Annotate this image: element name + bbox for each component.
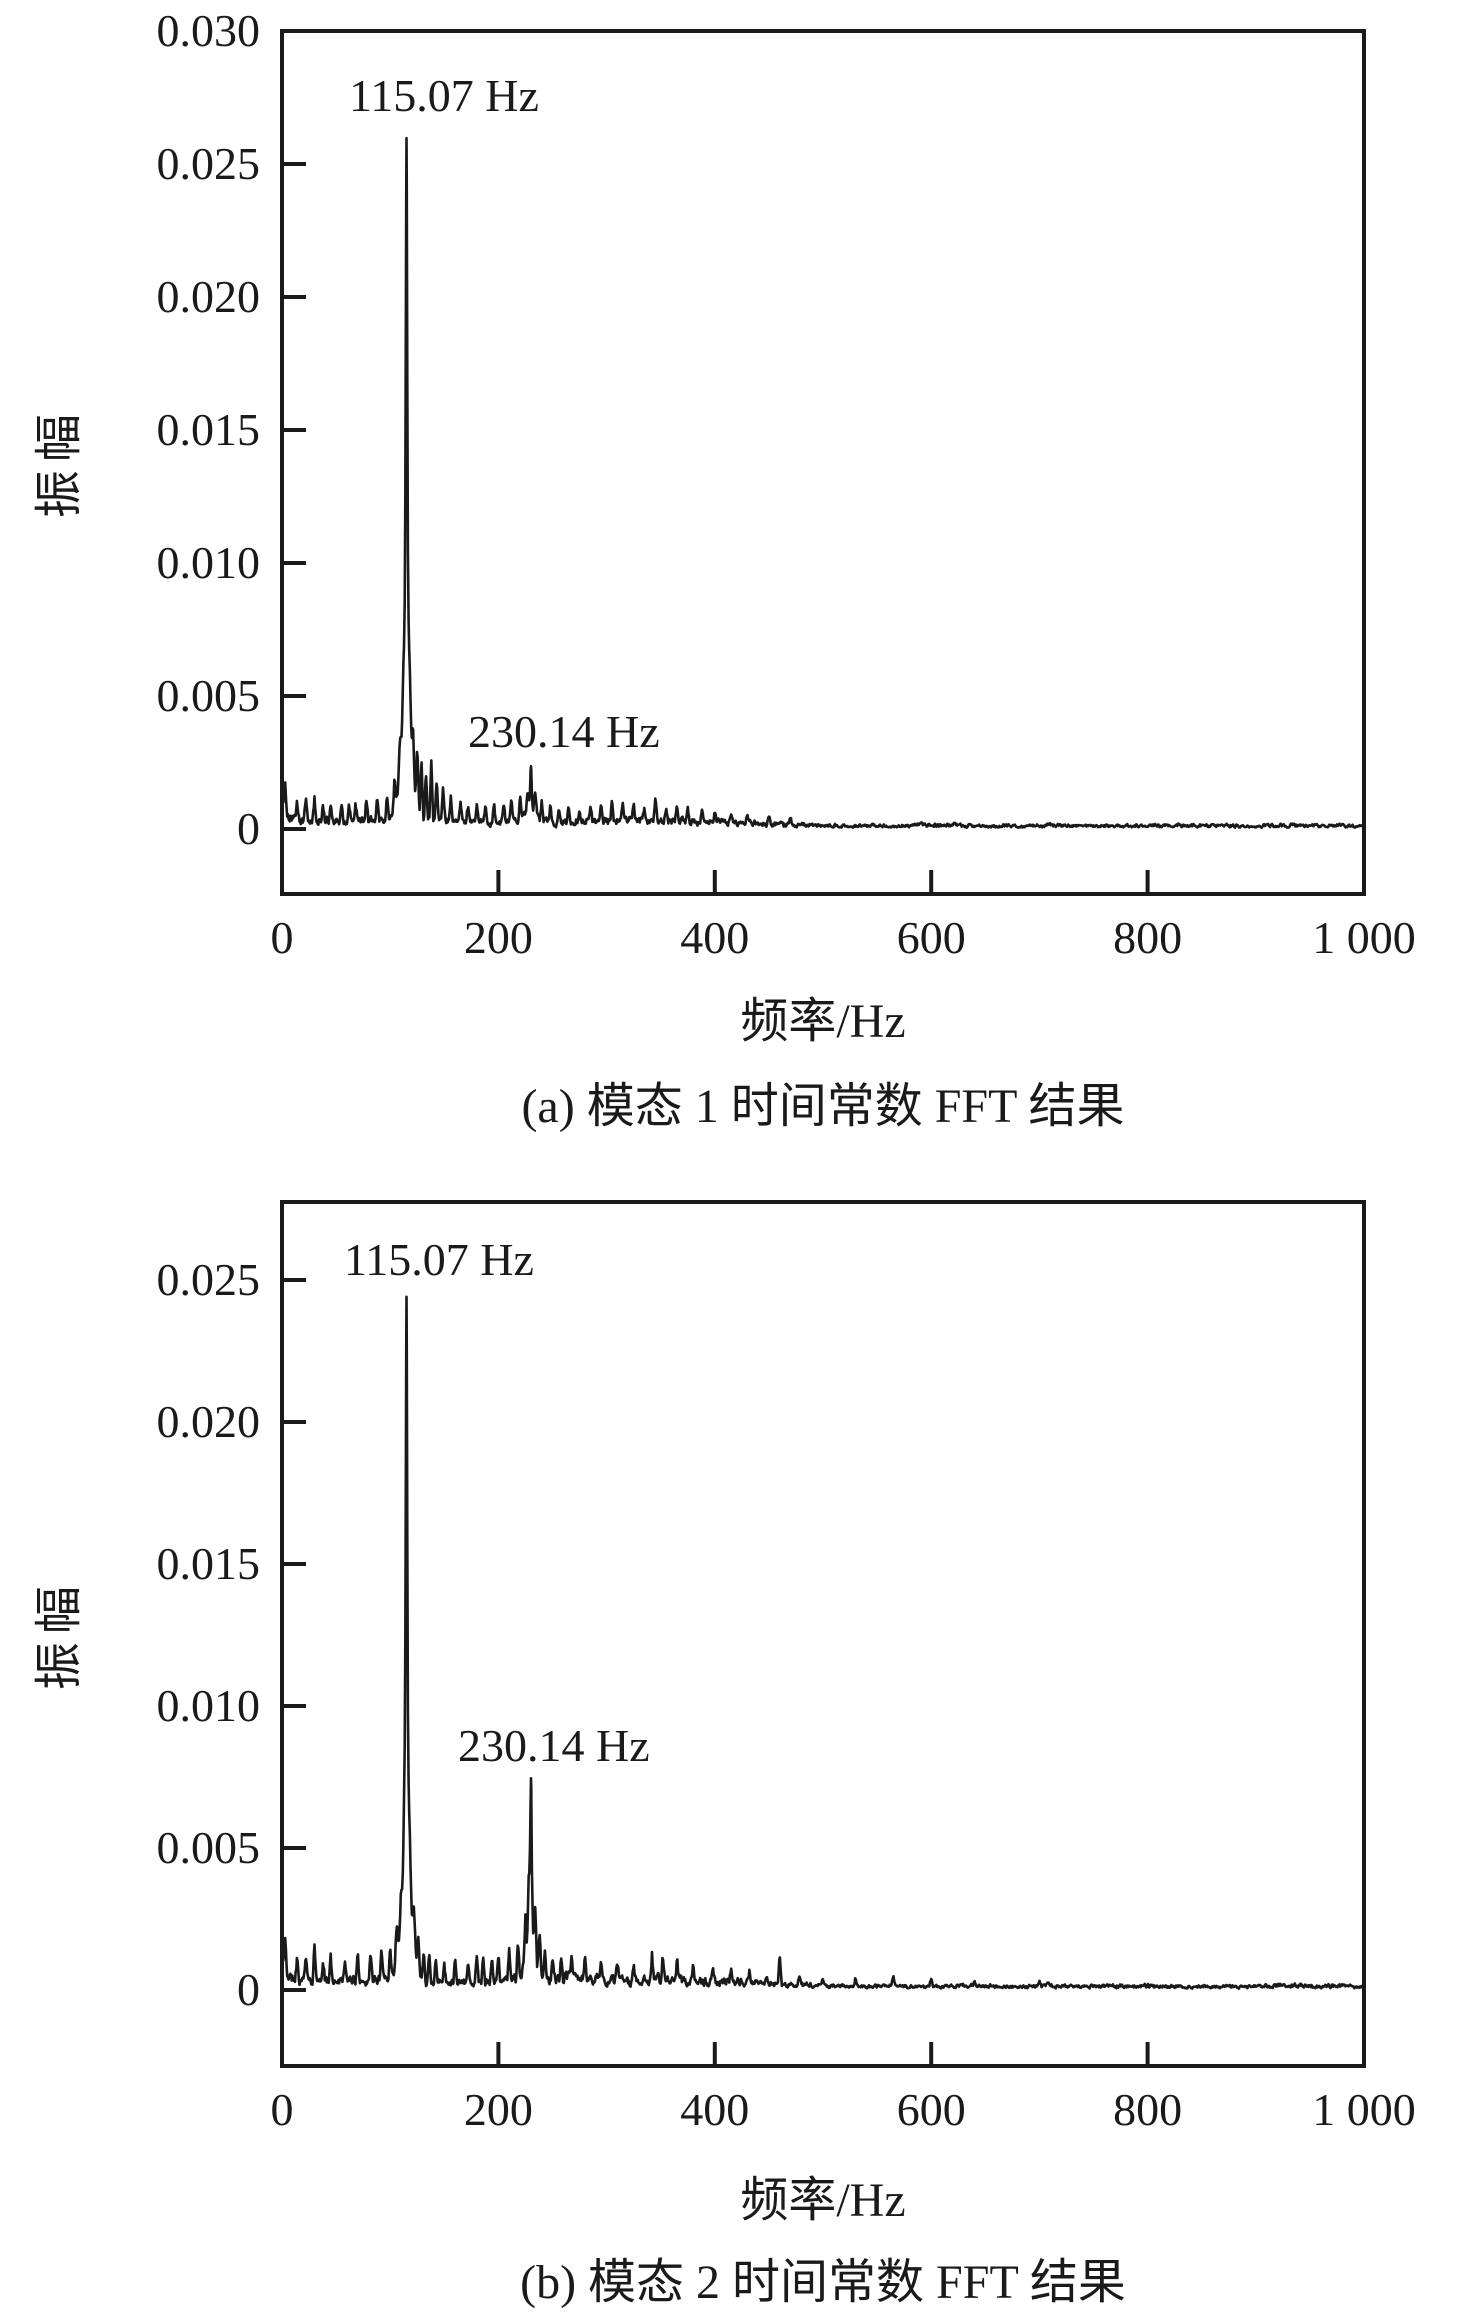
spectrum-trace-a [280, 136, 1365, 830]
y-tick-label-b: 0 [237, 1964, 260, 2015]
x-tick-label-a: 600 [896, 912, 966, 963]
y-tick-label-a: 0 [237, 803, 260, 854]
x-tick-label-b: 600 [896, 2084, 966, 2135]
peak-annotation-b-230hz: 230.14 Hz [458, 1720, 650, 1771]
x-tick-label-b: 400 [680, 2084, 750, 2135]
x-tick-label-a: 400 [680, 912, 750, 963]
peak-annotation-a-115hz: 115.07 Hz [349, 70, 539, 121]
y-tick-label-a: 0.005 [156, 670, 261, 721]
y-tick-label-b: 0.025 [156, 1254, 261, 1305]
x-tick-label-b: 0 [270, 2084, 294, 2135]
y-tick-label-b: 0.005 [156, 1822, 261, 1873]
x-axis-title-a: 频率/Hz [740, 995, 906, 1048]
x-tick-label-a: 800 [1113, 912, 1183, 963]
peak-annotation-b-115hz: 115.07 Hz [344, 1234, 534, 1285]
y-tick-label-a: 0.025 [156, 138, 261, 189]
x-tick-label-a: 1 000 [1312, 912, 1416, 963]
y-tick-label-a: 0.030 [156, 5, 261, 56]
spectrum-trace-b [280, 1295, 1365, 1990]
y-tick-label-b: 0.010 [156, 1680, 261, 1731]
y-tick-label-a: 0.010 [156, 537, 261, 588]
y-tick-label-b: 0.020 [156, 1396, 261, 1447]
y-tick-label-a: 0.020 [156, 271, 261, 322]
peak-annotation-a-230hz: 230.14 Hz [468, 706, 660, 757]
x-tick-label-b: 800 [1113, 2084, 1183, 2135]
y-tick-label-a: 0.015 [156, 404, 261, 455]
x-axis-title-b: 频率/Hz [740, 2174, 906, 2227]
caption-panel-b: (b) 模态 2 时间常数 FFT 结果 [520, 2256, 1126, 2309]
plot-frame-b [280, 1200, 1366, 2068]
plot-frame-a [280, 29, 1366, 896]
x-tick-label-a: 200 [463, 912, 533, 963]
y-tick-label-b: 0.015 [156, 1538, 261, 1589]
x-tick-label-b: 1 000 [1312, 2084, 1416, 2135]
x-tick-label-b: 200 [463, 2084, 533, 2135]
caption-panel-a: (a) 模态 1 时间常数 FFT 结果 [521, 1080, 1125, 1133]
y-axis-title-b: 振幅 [33, 1578, 86, 1691]
x-tick-label-a: 0 [270, 912, 294, 963]
